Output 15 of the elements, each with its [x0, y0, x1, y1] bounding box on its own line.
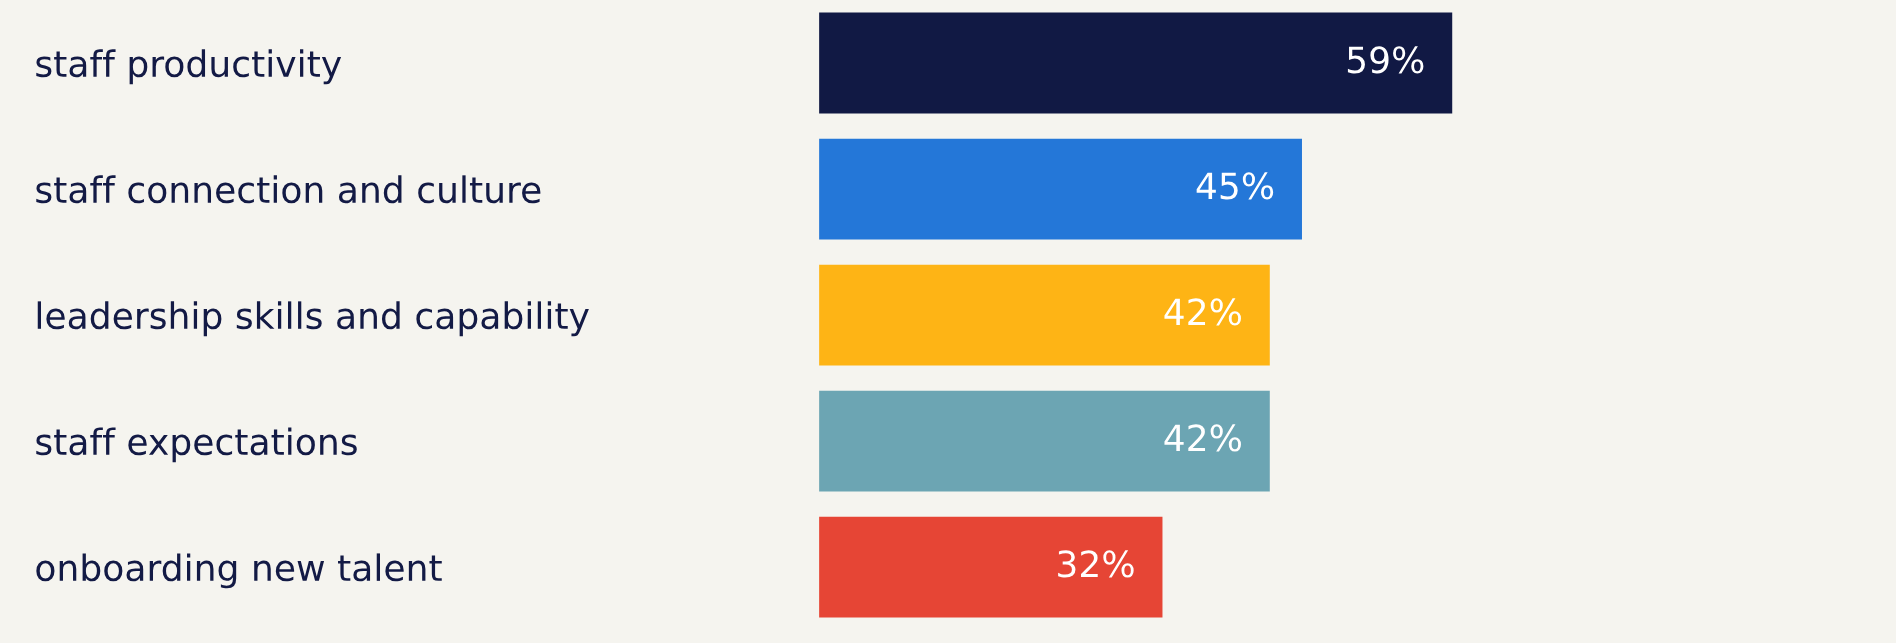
y-tick-label: leadership skills and capability: [37, 301, 589, 337]
data-label: 45%: [1196, 172, 1274, 200]
data-label: 59%: [1347, 46, 1424, 74]
data-label: 32%: [1058, 550, 1134, 578]
y-tick-label: staff productivity: [36, 49, 342, 85]
y-tick-label: staff expectations: [36, 427, 357, 463]
y-tick-label: staff connection and culture: [36, 175, 541, 204]
bar: [819, 516, 1163, 618]
y-tick-label: onboarding new talent: [36, 553, 442, 589]
bar: [819, 138, 1302, 240]
data-label: 42%: [1164, 298, 1241, 326]
data-label: 42%: [1164, 424, 1241, 452]
bar: [819, 390, 1270, 492]
bar: [819, 264, 1270, 366]
bar: [819, 12, 1453, 114]
